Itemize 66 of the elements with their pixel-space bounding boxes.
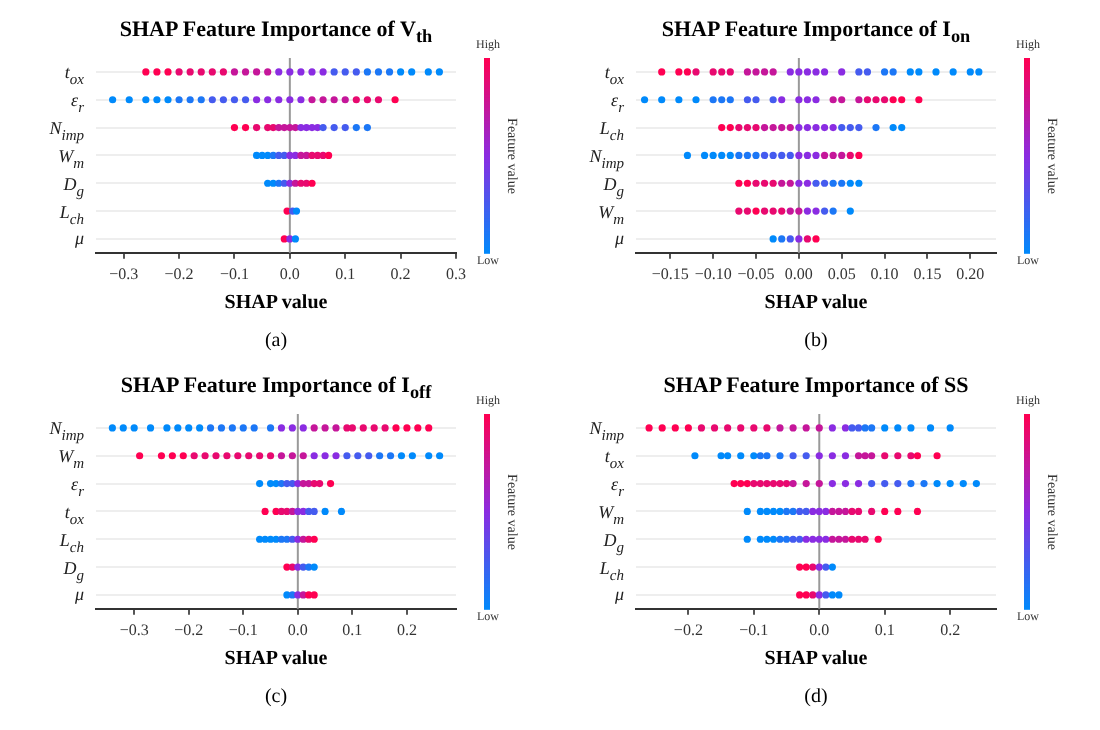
y-tick-label: L$_{ch}$ xyxy=(599,115,624,148)
x-tick-label: −0.2 xyxy=(164,264,194,283)
y-tick-label: ε$_{r}$ xyxy=(71,87,84,120)
y-tick-label: μ xyxy=(74,584,84,607)
x-tick-label: 0.05 xyxy=(827,264,856,283)
y-tick-label: μ xyxy=(74,226,84,251)
chart-title: SHAP Feature Importance of I$_{on}$ xyxy=(661,18,971,47)
x-tick-label: 0.0 xyxy=(279,264,300,283)
y-tick-label: W$_{m}$ xyxy=(58,444,84,476)
x-tick-label: 0.3 xyxy=(446,264,466,283)
y-tick-label: D$_{g}$ xyxy=(603,172,624,203)
x-tick-label: 0.0 xyxy=(809,620,830,639)
x-tick-label: −0.1 xyxy=(219,264,249,283)
y-tick-label: N$_{imp}$ xyxy=(589,415,624,448)
text: (c) xyxy=(262,686,290,708)
y-tick-label: D$_{g}$ xyxy=(63,555,84,587)
x-tick-label: 0.1 xyxy=(874,620,895,639)
x-tick-label: 0.00 xyxy=(784,264,813,283)
x-axis-title: SHAP value xyxy=(762,292,870,314)
y-tick-label: L$_{ch}$ xyxy=(599,556,624,587)
y-tick-label: N$_{imp}$ xyxy=(49,115,84,148)
y-tick-label: ε$_{r}$ xyxy=(611,471,624,504)
x-tick-label: −0.2 xyxy=(174,620,204,639)
x-tick-label: −0.2 xyxy=(673,620,703,639)
x-tick-label: −0.3 xyxy=(119,620,149,639)
y-tick-label: μ xyxy=(614,582,624,607)
y-tick-label: ε$_{r}$ xyxy=(611,87,624,120)
y-tick-label: t$_{ox}$ xyxy=(604,59,624,92)
x-tick-label: 0.2 xyxy=(390,264,411,283)
x-tick-label: −0.15 xyxy=(651,264,689,283)
chart-title: SHAP Feature Importance of I$_{off}$ xyxy=(120,374,432,403)
x-tick-label: 0.15 xyxy=(913,264,942,283)
y-tick-label: t$_{ox}$ xyxy=(64,59,84,92)
x-tick-label: −0.3 xyxy=(109,264,139,283)
y-tick-label: W$_{m}$ xyxy=(598,200,624,231)
y-tick-label: D$_{g}$ xyxy=(603,527,624,559)
y-tick-label: W$_{m}$ xyxy=(58,144,84,175)
y-tick-label: L$_{ch}$ xyxy=(59,200,84,231)
x-tick-label: 0.2 xyxy=(940,620,961,639)
y-tick-label: t$_{ox}$ xyxy=(64,499,84,531)
y-tick-label: D$_{g}$ xyxy=(63,171,84,203)
x-tick-label: 0.20 xyxy=(956,264,985,283)
text: (b) xyxy=(802,330,830,352)
x-tick-label: −0.1 xyxy=(228,620,258,639)
x-tick-label: 0.1 xyxy=(335,264,356,283)
chart-title: SHAP Feature Importance of V$_{th}$ xyxy=(119,18,433,47)
y-tick-label: L$_{ch}$ xyxy=(59,527,84,559)
x-tick-label: 0.0 xyxy=(287,620,308,639)
x-axis-title: SHAP value xyxy=(222,648,330,670)
chart-title: SHAP Feature Importance of SS xyxy=(661,374,971,398)
y-tick-label: t$_{ox}$ xyxy=(604,444,624,476)
y-tick-label: N$_{imp}$ xyxy=(49,415,84,448)
x-tick-label: −0.10 xyxy=(694,264,732,283)
x-tick-label: −0.1 xyxy=(739,620,769,639)
x-tick-label: 0.10 xyxy=(870,264,899,283)
x-tick-label: −0.05 xyxy=(737,264,775,283)
y-tick-label: W$_{m}$ xyxy=(598,499,624,531)
x-tick-label: 0.2 xyxy=(396,620,417,639)
x-axis-title: SHAP value xyxy=(762,648,870,670)
y-tick-label: μ xyxy=(614,226,624,251)
x-axis-title: SHAP value xyxy=(222,292,330,314)
y-tick-label: N$_{imp}$ xyxy=(589,143,624,175)
text: (d) xyxy=(802,686,830,708)
x-tick-label: 0.1 xyxy=(342,620,363,639)
text: (a) xyxy=(262,330,290,352)
y-tick-label: ε$_{r}$ xyxy=(71,471,84,504)
